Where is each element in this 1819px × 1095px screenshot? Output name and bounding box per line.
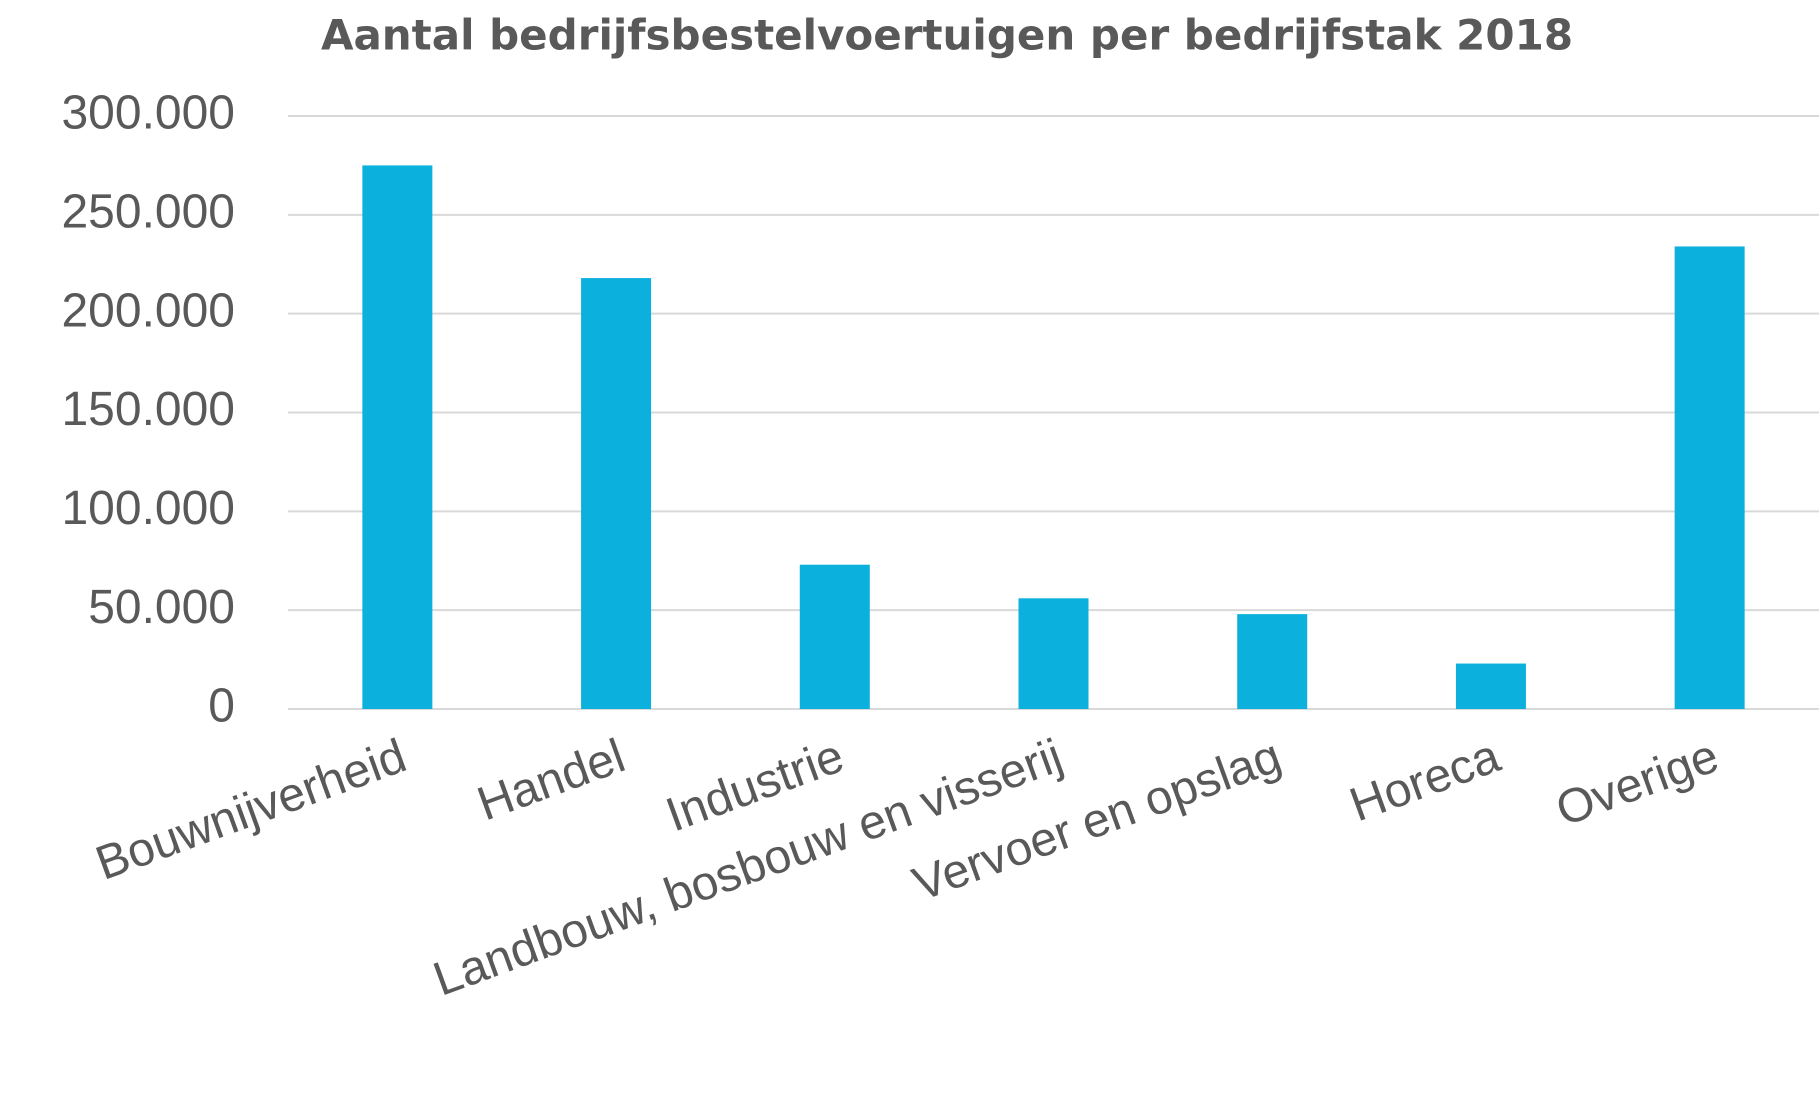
bar: [1237, 614, 1308, 709]
bar: [799, 564, 870, 709]
y-tick-label: 200.000: [61, 284, 235, 337]
x-tick-label: Bouwnijverheid: [89, 730, 413, 891]
x-tick-label: Vervoer en opslag: [906, 730, 1288, 912]
x-tick-label: Overige: [1549, 730, 1725, 837]
y-tick-label: 150.000: [61, 383, 235, 436]
y-tick-label: 50.000: [88, 581, 235, 634]
y-tick-label: 100.000: [61, 482, 235, 535]
chart-title: Aantal bedrijfsbestelvoertuigen per bedr…: [321, 11, 1573, 60]
y-tick-label: 250.000: [61, 186, 235, 239]
bar: [1018, 598, 1089, 709]
y-tick-label: 300.000: [61, 87, 235, 140]
bar: [1455, 663, 1526, 709]
bar: [362, 165, 433, 709]
x-tick-label: Horeca: [1343, 729, 1507, 832]
x-tick-label: Handel: [471, 730, 632, 832]
bar: [581, 278, 652, 709]
y-tick-label: 0: [208, 680, 235, 733]
bar: [1674, 246, 1745, 709]
